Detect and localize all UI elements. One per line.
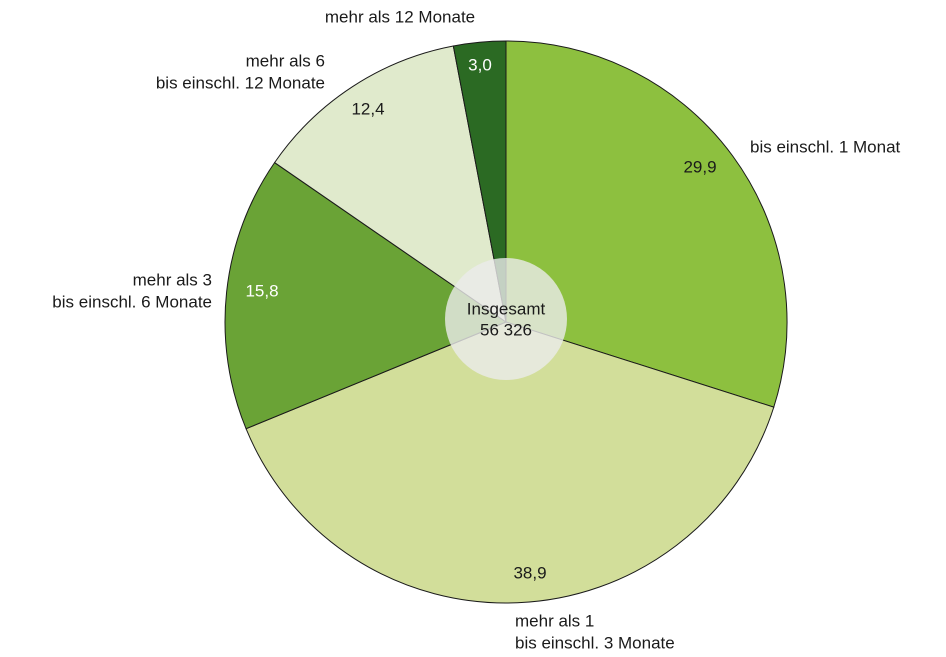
pie-slice [505,40,788,408]
pie-slice [273,45,507,324]
pie-slice [245,321,775,604]
category-label: mehr als 6 [246,51,325,70]
category-label: bis einschl. 6 Monate [52,292,212,311]
value-label: 12,4 [351,99,384,118]
center-label: Insgesamt [467,299,546,318]
center-label: 56 326 [480,320,532,339]
value-label: 29,9 [683,157,716,176]
category-label: mehr als 1 [515,611,594,630]
value-label: 3,0 [468,55,492,74]
value-label: 38,9 [513,563,546,582]
category-label: mehr als 12 Monate [325,7,475,26]
pie-slice [452,40,507,323]
pie-slice [224,161,508,430]
category-label: mehr als 3 [133,270,212,289]
category-label: bis einschl. 12 Monate [156,73,325,92]
value-label: 15,8 [245,281,278,300]
category-label: bis einschl. 3 Monate [515,633,675,652]
category-label: bis einschl. 1 Monat [750,137,901,156]
center-circle [445,258,567,380]
